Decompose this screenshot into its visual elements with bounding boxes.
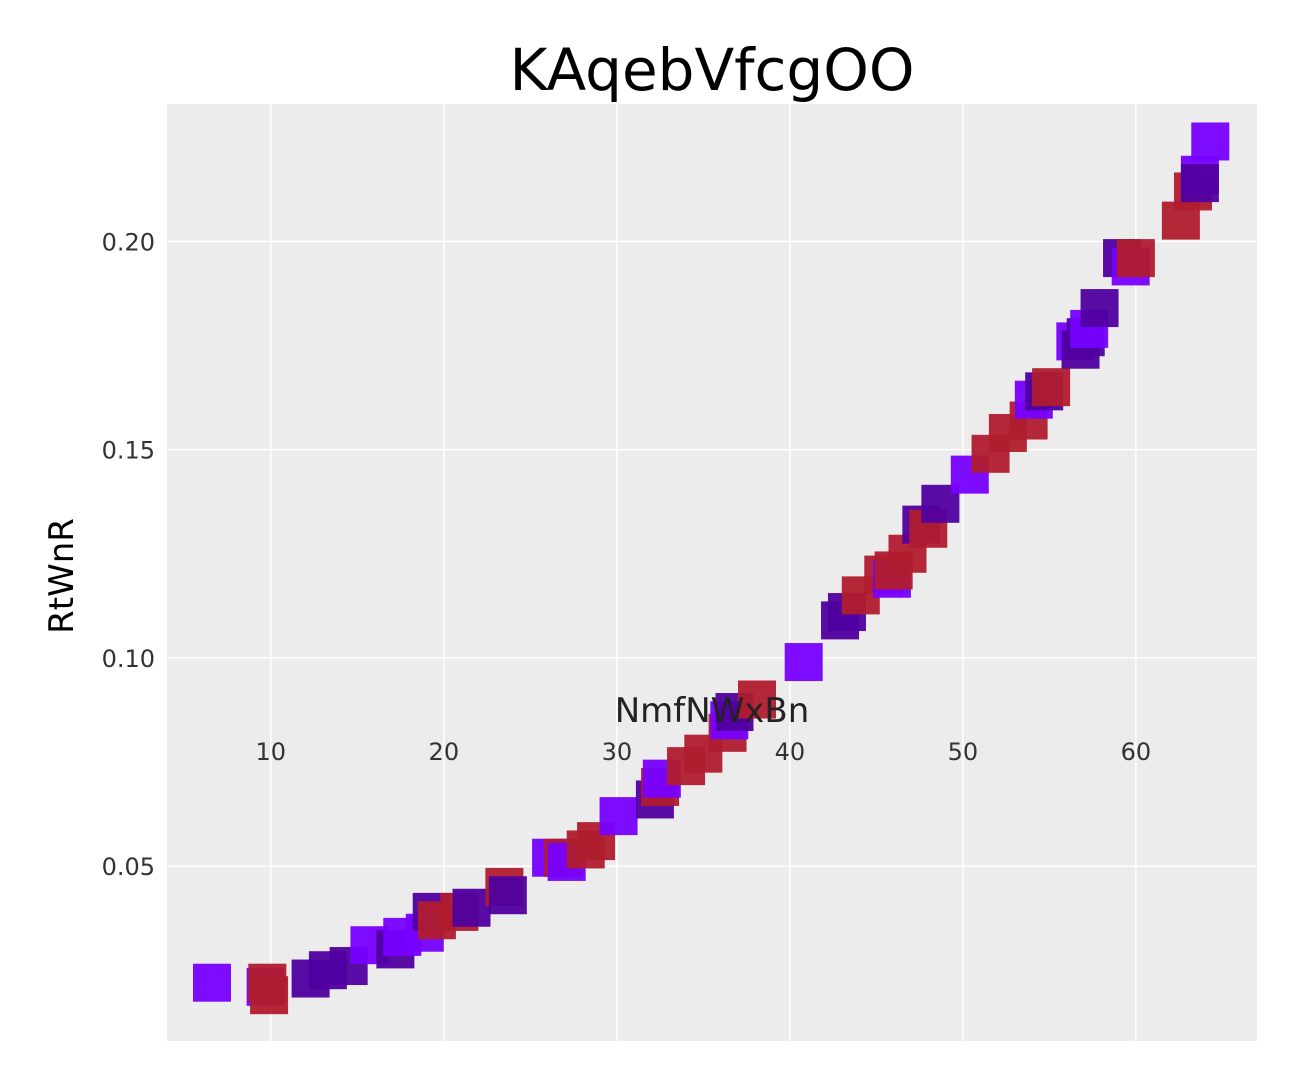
x-tick-label: 50: [948, 738, 979, 766]
x-tick-label: 30: [602, 738, 633, 766]
data-points: [192, 122, 1230, 1015]
plot-area: [167, 104, 1257, 1041]
series-2-point: [1180, 164, 1219, 203]
series-1-point: [1191, 122, 1230, 161]
series-3-point: [1116, 239, 1155, 278]
x-tick-labels: 10 20 30 40 50 60: [256, 738, 1152, 766]
series-1-point: [599, 797, 638, 836]
y-tick-label: 0.05: [102, 853, 155, 881]
series-3-point: [737, 680, 776, 719]
chart-title: KAqebVfcgOO: [509, 36, 914, 104]
series-2-point: [488, 876, 527, 915]
x-tick-label: 10: [256, 738, 287, 766]
series-2-point: [1080, 289, 1119, 328]
series-2-point: [452, 888, 491, 927]
x-axis-label: NmfNWxBn: [615, 691, 810, 731]
x-tick-label: 40: [775, 738, 806, 766]
series-3-point: [250, 976, 289, 1015]
y-tick-labels: 0.05 0.10 0.15 0.20: [102, 228, 155, 881]
x-tick-label: 20: [429, 738, 460, 766]
series-1-point: [784, 643, 823, 682]
y-tick-label: 0.20: [102, 228, 155, 256]
y-axis-label: RtWnR: [42, 518, 82, 634]
x-tick-label: 60: [1121, 738, 1152, 766]
series-3-point: [1032, 368, 1071, 407]
y-tick-label: 0.10: [102, 645, 155, 673]
series-1-point: [192, 963, 231, 1002]
y-tick-label: 0.15: [102, 437, 155, 465]
